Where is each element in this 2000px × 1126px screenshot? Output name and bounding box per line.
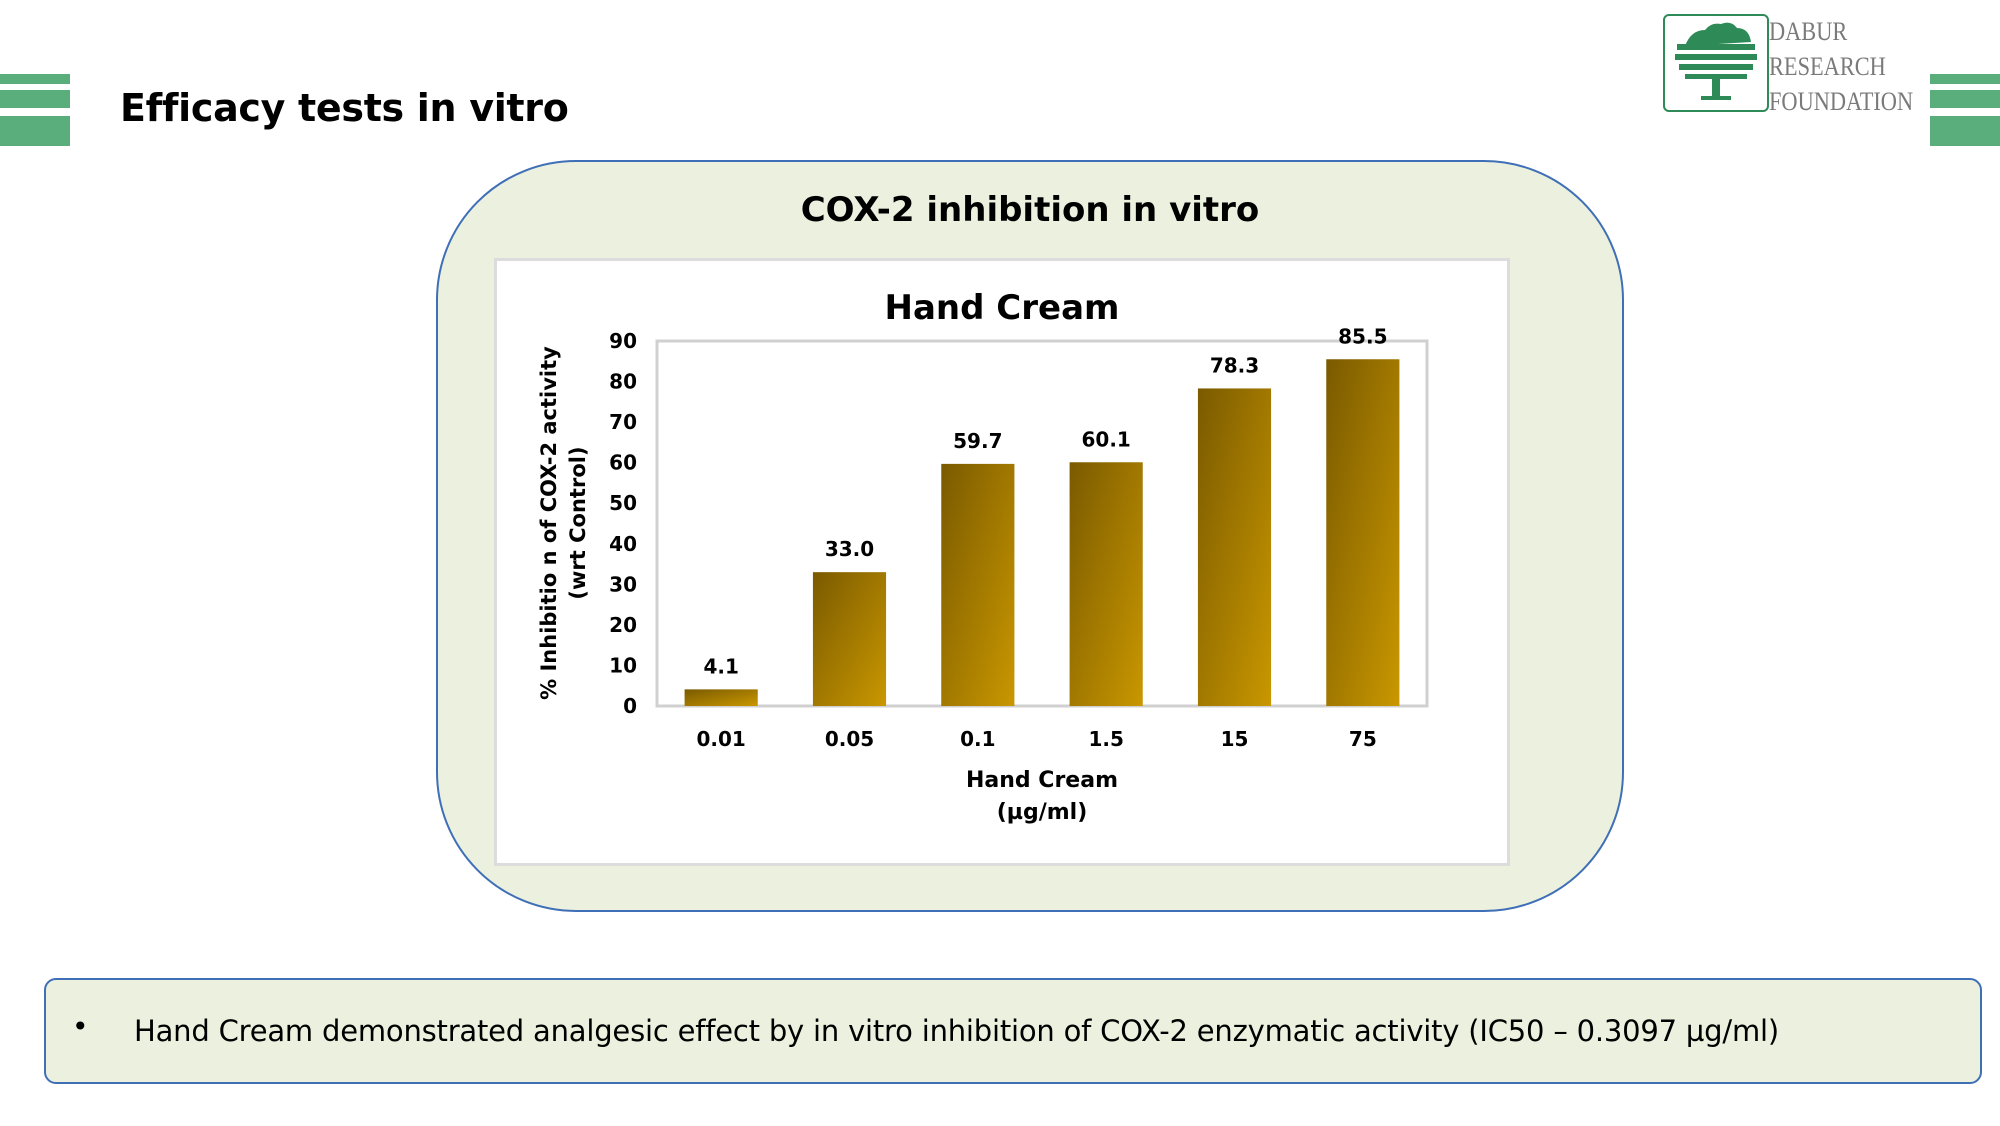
y-axis-label-line-2: (wrt Control) xyxy=(566,446,590,599)
y-tick-label: 30 xyxy=(609,572,637,596)
bar xyxy=(1069,462,1143,706)
x-tick-label: 0.1 xyxy=(960,727,995,751)
x-tick-label: 15 xyxy=(1221,727,1249,751)
deco-bar-left-mid xyxy=(0,90,70,108)
chart-panel: COX-2 inhibition in vitro Hand Cream 0 10… xyxy=(436,160,1624,912)
logo-text: DABUR RESEARCH FOUNDATION xyxy=(1769,14,1913,119)
bar-chart: Hand Cream 0 10 20 30 40 50 60 70 80 90 0.01 0.05 0… xyxy=(537,288,1429,825)
tree-icon xyxy=(1675,22,1757,100)
x-tick-label: 0.01 xyxy=(696,727,745,751)
y-tick-label: 20 xyxy=(609,613,637,637)
logo-line-1: DABUR xyxy=(1769,17,1848,46)
x-axis-label-line-1: Hand Cream xyxy=(966,768,1118,793)
y-tick-label: 70 xyxy=(609,410,637,434)
data-label: 85.5 xyxy=(1338,324,1387,348)
deco-bar-left-top xyxy=(0,74,70,84)
plot-area-border xyxy=(655,339,1429,708)
x-tick-label: 75 xyxy=(1349,727,1377,751)
page-title: Efficacy tests in vitro xyxy=(120,86,569,130)
bar xyxy=(1326,359,1400,706)
summary-text: Hand Cream demonstrated analgesic effect… xyxy=(134,1014,1779,1048)
x-tick-label: 1.5 xyxy=(1088,727,1123,751)
bar xyxy=(1197,388,1272,706)
deco-bar-left-bottom xyxy=(0,116,70,146)
deco-bar-right-bottom xyxy=(1930,116,2000,146)
data-label: 33.0 xyxy=(825,537,874,561)
x-axis-label-line-2: (µg/ml) xyxy=(997,800,1088,825)
deco-bar-right-top xyxy=(1930,74,2000,84)
data-label: 59.7 xyxy=(953,429,1002,453)
y-tick-label: 50 xyxy=(609,491,637,515)
bar xyxy=(812,572,887,706)
summary-note: • Hand Cream demonstrated analgesic effe… xyxy=(44,978,1982,1084)
y-tick-label: 40 xyxy=(609,532,637,556)
bar xyxy=(941,463,1015,706)
y-tick-label: 10 xyxy=(609,653,637,677)
chart-title: Hand Cream xyxy=(885,288,1120,328)
y-tick-label: 80 xyxy=(609,370,637,394)
data-label: 78.3 xyxy=(1210,353,1259,377)
y-tick-label: 0 xyxy=(623,694,637,718)
y-tick-label: 60 xyxy=(609,451,637,475)
logo-line-2: RESEARCH xyxy=(1769,52,1886,81)
y-tick-label: 90 xyxy=(609,329,637,353)
bullet: • xyxy=(72,1010,89,1043)
data-label: 60.1 xyxy=(1081,427,1130,451)
panel-title: COX-2 inhibition in vitro xyxy=(800,190,1260,230)
deco-bar-right-mid xyxy=(1930,90,2000,108)
x-tick-label: 0.05 xyxy=(825,727,874,751)
logo-emblem xyxy=(1663,14,1769,112)
bar xyxy=(684,689,758,706)
chart-card: Hand Cream 0 10 20 30 40 50 60 70 80 90 0.01 0.05 0… xyxy=(494,258,1510,866)
logo-line-3: FOUNDATION xyxy=(1769,87,1914,116)
y-axis-label-line-1: % Inhibitio n of COX-2 activity xyxy=(537,346,561,700)
logo: DABUR RESEARCH FOUNDATION xyxy=(1663,14,1921,116)
data-label: 4.1 xyxy=(703,654,738,678)
